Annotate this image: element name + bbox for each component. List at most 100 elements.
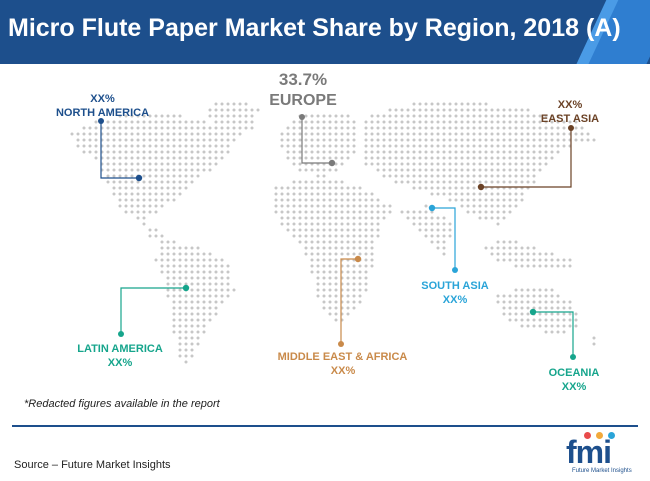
map-dot (436, 228, 440, 232)
map-dot (166, 162, 170, 166)
map-dot (496, 210, 500, 214)
map-dot (184, 186, 188, 190)
map-dot (514, 204, 518, 208)
map-dot (466, 186, 470, 190)
map-dot (448, 126, 452, 130)
map-dot (148, 204, 152, 208)
map-dot (178, 132, 182, 136)
map-dot (346, 114, 350, 118)
map-dot (490, 126, 494, 130)
map-dot (388, 144, 392, 148)
map-dot (118, 132, 122, 136)
map-dot (238, 102, 242, 106)
map-dot (94, 138, 98, 142)
map-dot (478, 162, 482, 166)
map-dot (370, 234, 374, 238)
map-dot (328, 276, 332, 280)
map-dot (358, 234, 362, 238)
map-dot (148, 120, 152, 124)
map-dot (550, 318, 554, 322)
map-dot (544, 294, 548, 298)
map-dot (304, 132, 308, 136)
map-dot (184, 318, 188, 322)
map-dot (340, 132, 344, 136)
map-dot (148, 156, 152, 160)
map-dot (328, 138, 332, 142)
map-dot (376, 144, 380, 148)
map-dot (418, 102, 422, 106)
map-dot (418, 186, 422, 190)
map-dot (376, 210, 380, 214)
map-dot (190, 312, 194, 316)
map-dot (490, 108, 494, 112)
map-dot (322, 276, 326, 280)
map-dot (544, 264, 548, 268)
map-dot (130, 132, 134, 136)
map-dot (448, 186, 452, 190)
map-dot (520, 168, 524, 172)
map-dot (334, 168, 338, 172)
map-dot (550, 306, 554, 310)
map-dot (106, 138, 110, 142)
map-dot (178, 270, 182, 274)
map-dot (208, 150, 212, 154)
map-dot (364, 150, 368, 154)
map-dot (574, 312, 578, 316)
map-dot (184, 276, 188, 280)
map-dot (136, 114, 140, 118)
map-dot (526, 306, 530, 310)
map-dot (88, 126, 92, 130)
map-dot (490, 138, 494, 142)
map-dot (394, 168, 398, 172)
map-dot (160, 114, 164, 118)
map-dot (502, 306, 506, 310)
map-dot (172, 174, 176, 178)
map-dot (388, 138, 392, 142)
map-dot (424, 150, 428, 154)
map-dot (214, 258, 218, 262)
map-dot (430, 138, 434, 142)
map-dot (334, 216, 338, 220)
south-asia-leader-line (432, 207, 456, 270)
map-dot (388, 150, 392, 154)
map-dot (142, 222, 146, 226)
map-dot (124, 168, 128, 172)
map-dot (298, 156, 302, 160)
map-dot (502, 300, 506, 304)
map-dot (502, 294, 506, 298)
map-dot (328, 150, 332, 154)
map-dot (514, 138, 518, 142)
map-dot (316, 138, 320, 142)
europe-label: EUROPE (269, 92, 337, 109)
map-dot (172, 168, 176, 172)
map-dot (364, 258, 368, 262)
map-dot (328, 252, 332, 256)
north-america-value: XX% (90, 93, 115, 105)
map-dot (184, 156, 188, 160)
map-dot (562, 138, 566, 142)
map-dot (202, 168, 206, 172)
map-dot (346, 132, 350, 136)
map-dot (346, 138, 350, 142)
map-dot (484, 180, 488, 184)
map-dot (550, 324, 554, 328)
map-dot (436, 144, 440, 148)
map-dot (478, 108, 482, 112)
map-dot (502, 252, 506, 256)
map-dot (202, 258, 206, 262)
map-dot (406, 132, 410, 136)
map-dot (556, 132, 560, 136)
map-dot (244, 108, 248, 112)
map-dot (508, 114, 512, 118)
map-dot (178, 168, 182, 172)
map-dot (358, 270, 362, 274)
map-dot (178, 144, 182, 148)
map-dot (130, 156, 134, 160)
map-dot (514, 144, 518, 148)
map-dot (436, 168, 440, 172)
map-dot (286, 198, 290, 202)
map-dot (334, 210, 338, 214)
map-dot (520, 114, 524, 118)
map-dot (334, 186, 338, 190)
map-dot (316, 276, 320, 280)
